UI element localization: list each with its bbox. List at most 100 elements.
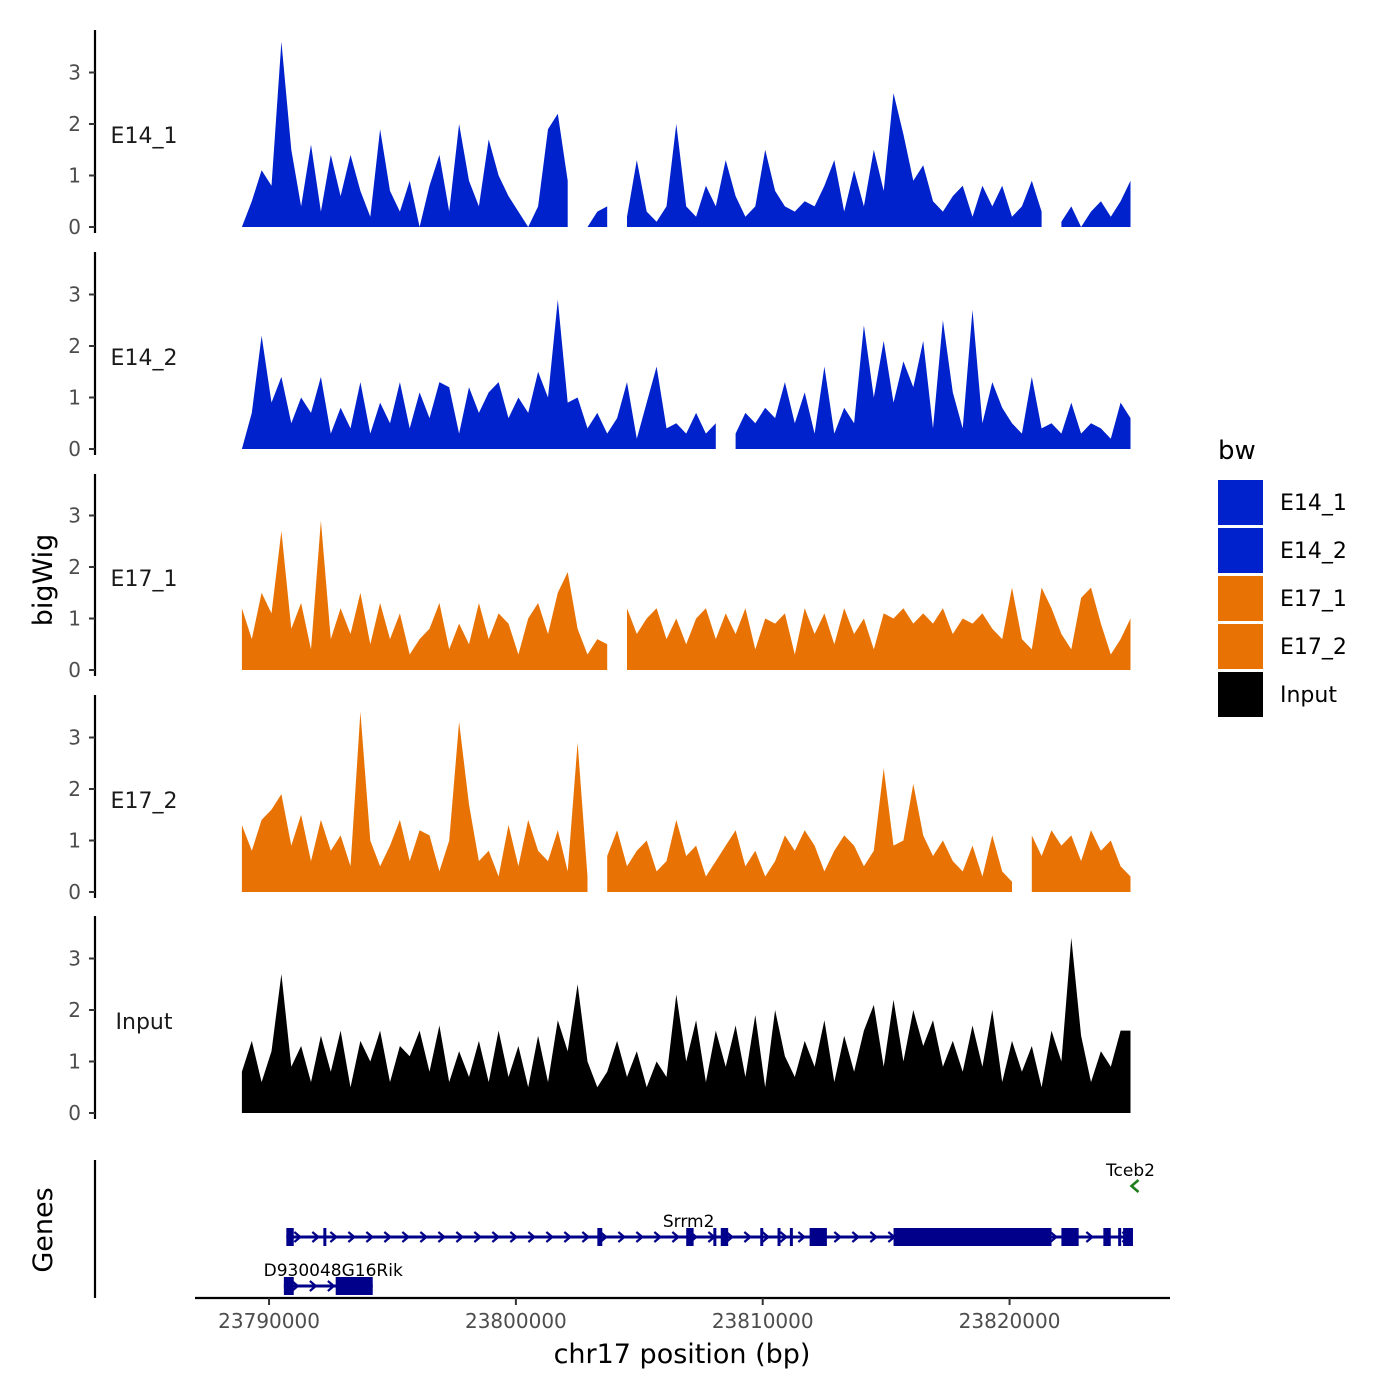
strand-arrow [617,1231,627,1243]
gene-exon [789,1228,793,1246]
strand-arrow [293,1231,303,1243]
y-tick-label: 2 [68,777,81,801]
gene-exon [809,1228,827,1246]
x-tick-label: 23790000 [218,1309,320,1333]
gene-exon [713,1228,717,1246]
strand-arrow [401,1231,411,1243]
gene-exon [760,1228,764,1246]
strand-arrow [1129,1179,1140,1193]
y-tick-label: 0 [68,658,81,682]
y-tick-label: 2 [68,112,81,136]
gene-exon [283,1277,294,1295]
strand-arrow [563,1231,573,1243]
legend-swatch-input [1218,672,1263,717]
strand-arrow [635,1231,645,1243]
legend-label: E17_1 [1280,587,1347,612]
strand-arrow [545,1231,555,1243]
strand-arrow [527,1231,537,1243]
track-label: Input [116,1010,173,1035]
legend-swatch-e17-1 [1218,576,1263,621]
strand-arrow [347,1231,357,1243]
y-tick-label: 0 [68,1101,81,1125]
y-tick-label: 2 [68,334,81,358]
strand-arrow [725,1231,735,1243]
legend-swatch-e14-2 [1218,528,1263,573]
coverage-area [735,309,1131,449]
y-tick-label: 2 [68,998,81,1022]
track-label: E17_2 [111,789,178,814]
track-label: E14_2 [111,346,178,371]
strand-arrow [327,1280,336,1292]
coverage-area [627,93,1042,227]
track-panel-e14-2: 0 1 2 3 E14_2 [68,252,1131,461]
gene-exon [1061,1228,1079,1246]
genes-track: Srrm2 Tceb2 D930048G16Rik [93,1160,1155,1298]
strand-arrow [473,1231,483,1243]
coverage-area [1061,180,1131,227]
coverage-area [241,711,588,892]
strand-arrow [743,1231,753,1243]
x-axis-title: chr17 position (bp) [554,1339,811,1370]
strand-arrow [1085,1231,1095,1243]
track-panels: 0 1 2 3 E14_1 0 1 2 3 E14_2 0 1 2 3 E17_1 0 1 2 3 E17_2 0 1 2 3… [68,30,1131,1125]
y-tick-label: 1 [68,1050,81,1074]
track-label: E14_1 [111,124,178,149]
gene-d930048g16rik: D930048G16Rik [264,1261,403,1295]
y-tick-label: 3 [68,504,81,528]
legend-label: E17_2 [1280,635,1347,660]
strand-arrow [581,1231,591,1243]
y-tick-label: 3 [68,61,81,85]
gene-exon [1123,1228,1133,1246]
y-tick-label: 3 [68,283,81,307]
strand-arrow [419,1231,429,1243]
gene-exon [777,1228,781,1246]
strand-arrow [779,1231,789,1243]
legend: bw E14_1 E14_2 E17_1 E17_2 Input [1218,436,1347,717]
legend-label: E14_2 [1280,539,1347,564]
strand-arrow [365,1231,375,1243]
strand-arrow [383,1231,393,1243]
gene-exon [893,1228,1052,1246]
track-panel-e14-1: 0 1 2 3 E14_1 [68,30,1131,239]
legend-title: bw [1218,436,1256,466]
strand-arrow [309,1280,318,1292]
y-tick-label: 0 [68,215,81,239]
coverage-area [241,520,608,670]
y-tick-label: 1 [68,386,81,410]
y-tick-label: 3 [68,947,81,971]
gene-srrm2: Srrm2 [286,1212,1133,1246]
gene-exon [597,1228,603,1246]
gene-exon [335,1277,373,1295]
legend-label: E14_1 [1280,491,1347,516]
track-panel-e17-2: 0 1 2 3 E17_2 [68,695,1131,904]
x-axis: 23790000 23800000 23810000 23820000 [195,1296,1170,1333]
track-panel-e17-1: 0 1 2 3 E17_1 [68,474,1131,682]
legend-label: Input [1280,683,1337,708]
y-tick-label: 1 [68,607,81,631]
gene-exon [1103,1228,1111,1246]
x-tick-label: 23820000 [959,1309,1061,1333]
strand-arrow [509,1231,519,1243]
gene-label: Tceb2 [1105,1161,1155,1181]
genes-axis-title: Genes [28,1187,59,1272]
coverage-area [1031,830,1131,892]
legend-swatch-e17-2 [1218,624,1263,669]
gene-exon [323,1228,327,1246]
track-panel-input: 0 1 2 3 Input [68,916,1131,1125]
strand-arrow [1049,1231,1059,1243]
coverage-area [241,937,1131,1113]
strand-arrow [291,1280,300,1292]
y-tick-label: 3 [68,726,81,750]
x-tick-label: 23810000 [712,1309,814,1333]
y-tick-label: 2 [68,555,81,579]
gene-label: Srrm2 [663,1212,715,1232]
gene-exon [720,1228,729,1246]
strand-arrow [851,1231,861,1243]
y-tick-label: 1 [68,829,81,853]
coverage-area [587,206,608,227]
gene-exon [686,1228,694,1246]
coverage-area [607,768,1012,892]
track-label: E17_1 [111,567,178,592]
